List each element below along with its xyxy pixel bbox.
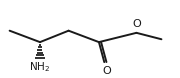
Text: NH$_2$: NH$_2$ [29,61,51,74]
Text: O: O [103,66,111,76]
Text: O: O [132,19,141,29]
